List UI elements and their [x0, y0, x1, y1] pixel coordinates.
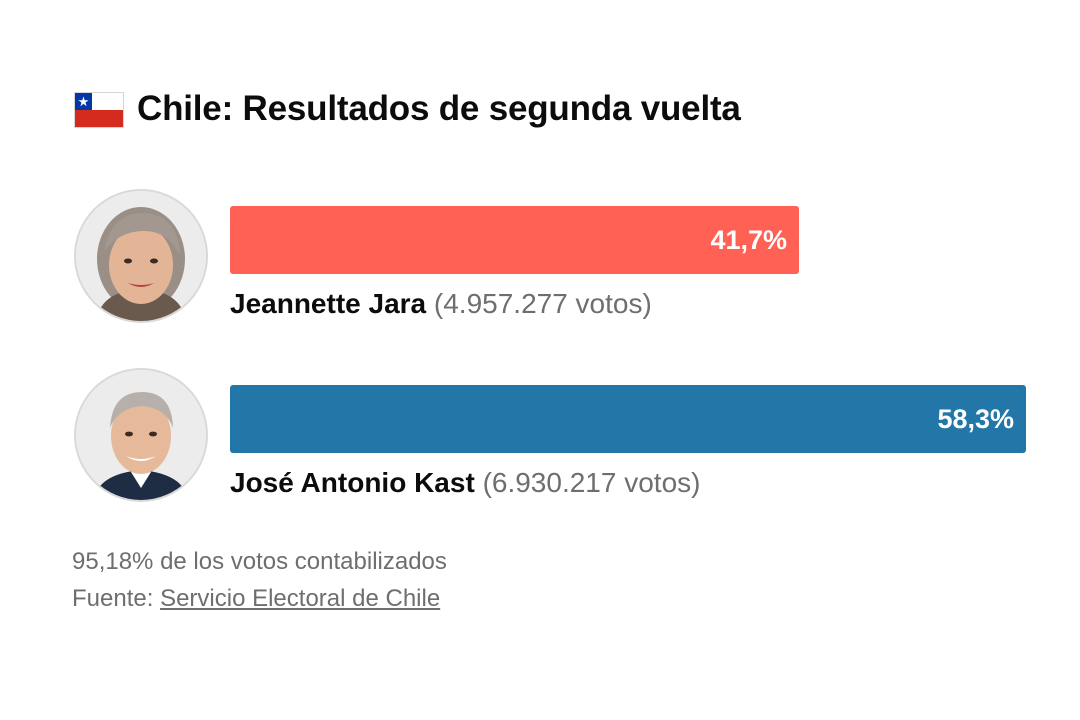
candidate-name-kast: José Antonio Kast — [230, 467, 475, 498]
bar-track-jara: 41,7% — [230, 206, 1026, 274]
candidate-photo-kast — [74, 368, 208, 502]
candidate-line-kast: José Antonio Kast (6.930.217 votos) — [230, 466, 700, 500]
candidate-photo-jara — [74, 189, 208, 323]
votes-counted-note: 95,18% de los votos contabilizados — [72, 548, 447, 575]
source-label: Fuente: — [72, 585, 154, 612]
bar-track-kast: 58,3% — [230, 385, 1026, 453]
chart-bar-jara: 41,7% — [230, 206, 799, 274]
candidate-votes-kast: (6.930.217 votos) — [482, 467, 701, 498]
source-line: Fuente: Servicio Electoral de Chile — [72, 584, 440, 614]
chile-flag-icon — [74, 92, 124, 128]
candidate-votes-jara: (4.957.277 votos) — [433, 288, 652, 319]
candidate-line-jara: Jeannette Jara (4.957.277 votos) — [230, 287, 652, 321]
bar-value-label-jara: 41,7% — [710, 225, 787, 255]
chart-title: Chile: Resultados de segunda vuelta — [137, 89, 741, 128]
source-link[interactable]: Servicio Electoral de Chile — [160, 585, 441, 612]
bar-value-label-kast: 58,3% — [937, 404, 1014, 434]
candidate-name-jara: Jeannette Jara — [230, 288, 427, 319]
chart-bar-kast: 58,3% — [230, 385, 1026, 453]
